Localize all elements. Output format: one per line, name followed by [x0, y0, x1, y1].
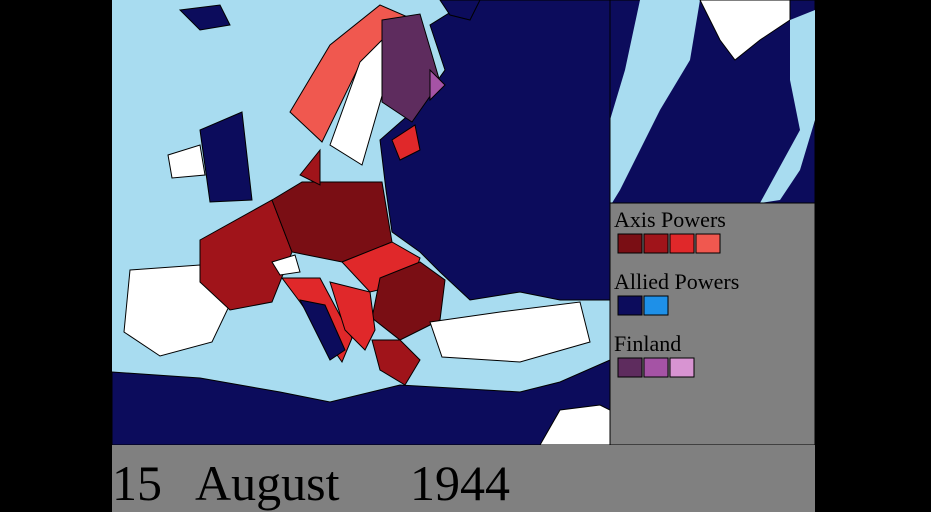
date-year: 1944: [410, 455, 510, 511]
legend-swatch: [669, 357, 695, 378]
legend-label: Allied Powers: [614, 269, 739, 294]
date-panel: [112, 445, 815, 512]
legend-swatch: [643, 357, 669, 378]
legend-swatch: [695, 233, 721, 254]
legend-swatch: [643, 233, 669, 254]
date-month: August: [195, 455, 340, 511]
date-day: 15: [112, 455, 162, 511]
legend: Axis Powers Allied Powers Finland: [609, 202, 816, 446]
legend-swatch: [669, 233, 695, 254]
legend-label: Axis Powers: [614, 207, 726, 232]
legend-swatch: [617, 295, 643, 316]
legend-swatch: [617, 233, 643, 254]
legend-swatch: [643, 295, 669, 316]
legend-swatch: [617, 357, 643, 378]
legend-label: Finland: [614, 331, 681, 356]
date-bar: 15 August 1944: [112, 445, 815, 512]
